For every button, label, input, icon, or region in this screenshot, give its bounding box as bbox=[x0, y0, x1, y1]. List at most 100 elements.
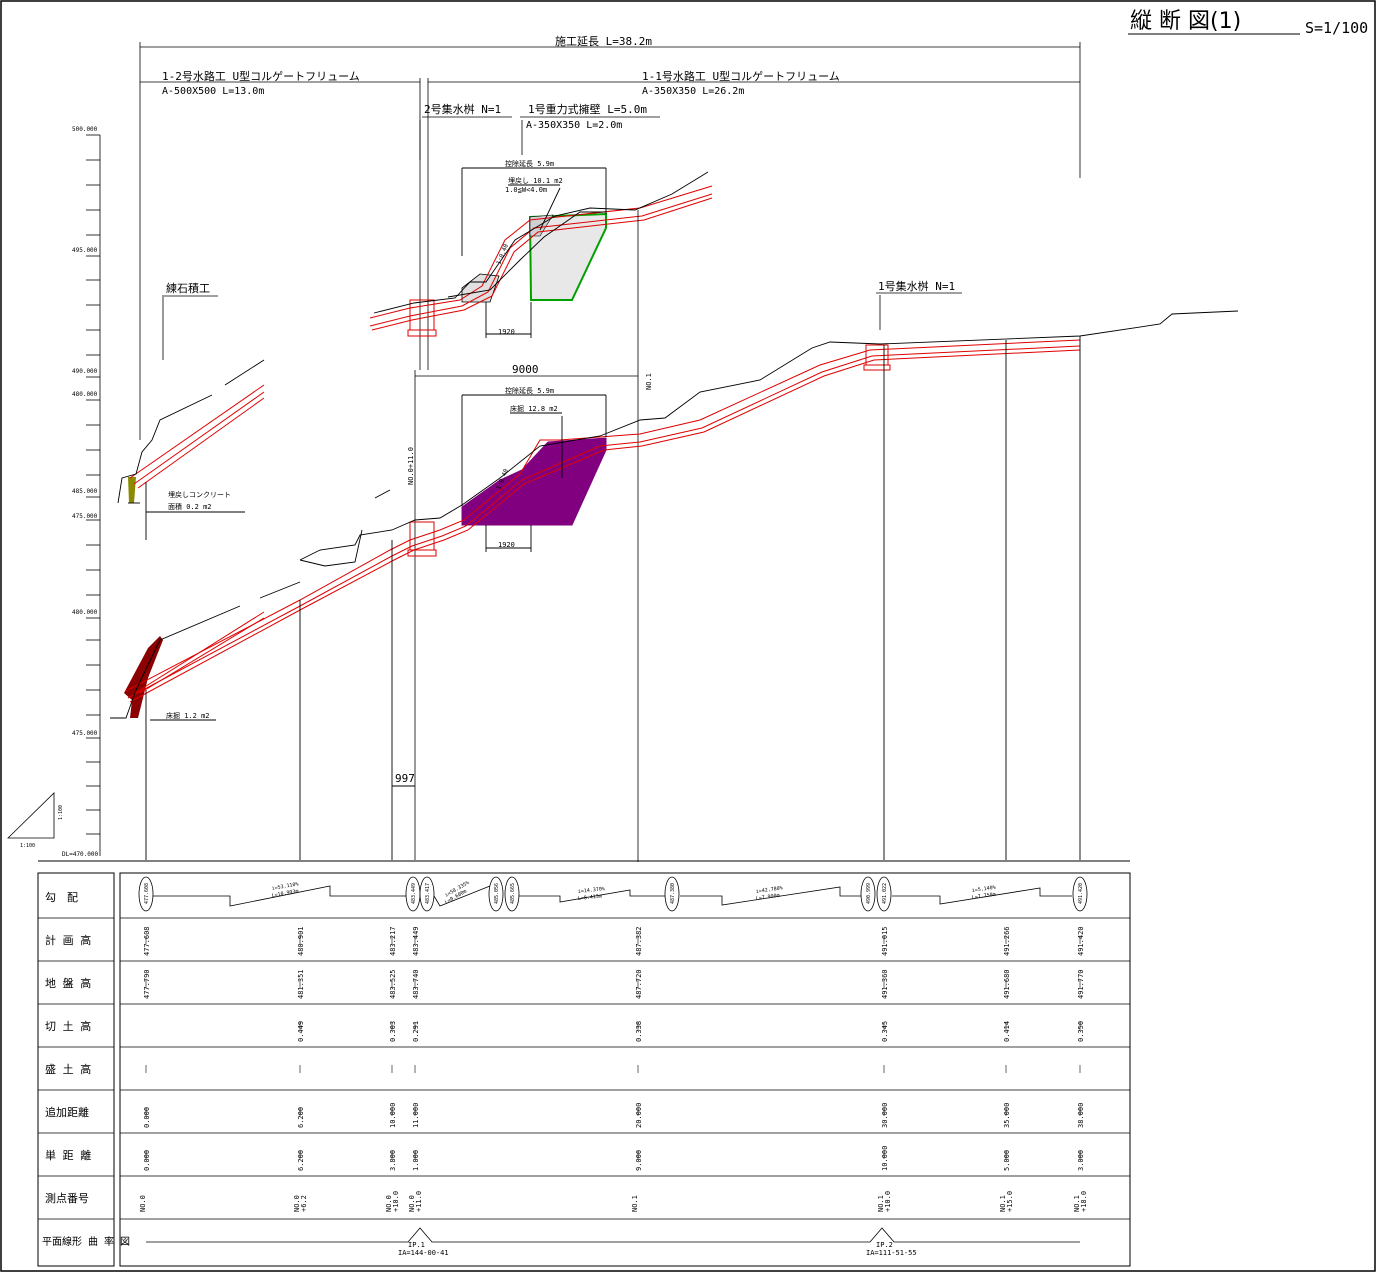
ip1-angle: IA=144-00-41 bbox=[398, 1249, 449, 1257]
station-number-value: NO.0 bbox=[139, 1195, 147, 1212]
excavation-bottom-label: 床掘 1.2 m2 bbox=[166, 711, 210, 720]
excavation-lower-area: 床掘 12.8 m2 bbox=[510, 404, 558, 413]
cumulative-distance-value: 11.000 bbox=[412, 1103, 420, 1128]
cut-height-value: 0.350 bbox=[1077, 1021, 1085, 1042]
retaining-wall-label: 1号重力式擁壁 L=5.0m bbox=[528, 102, 647, 116]
station-no1-vertical: NO.1 bbox=[645, 373, 653, 390]
gradient-elevation-value: 485.665 bbox=[510, 883, 516, 904]
ground-height-value: 477.790 bbox=[143, 969, 151, 999]
cumulative-distance-value: 6.200 bbox=[297, 1107, 305, 1128]
gradient-i: i=5.140% bbox=[971, 885, 996, 894]
removal-lower: 控除延長 5.9m bbox=[505, 386, 554, 395]
ground-height-value: 491.680 bbox=[1003, 969, 1011, 999]
gradient-elevation-ellipse bbox=[488, 876, 504, 912]
ratio-horizontal: 1:100 bbox=[20, 843, 35, 849]
single-distance-value: 5.000 bbox=[1003, 1150, 1011, 1171]
dim-9000: 9000 bbox=[512, 363, 539, 376]
gradient-L: L=7.990m bbox=[755, 893, 780, 902]
ground-height-value: 481.351 bbox=[297, 969, 305, 999]
backfill-concrete-label: 埋戻しコンクリート bbox=[168, 490, 231, 499]
plan-height-value: 480.901 bbox=[297, 926, 305, 956]
row-label-gradient: 勾 配 bbox=[45, 891, 78, 904]
channel-1-1-label: 1-1号水路工 U型コルゲートフリューム bbox=[642, 69, 840, 83]
cut-height-value: 0.303 bbox=[389, 1021, 397, 1042]
station-offset-value: +10.0 bbox=[884, 1191, 892, 1212]
gradient-elevation-value: 483.417 bbox=[425, 883, 431, 904]
channel-1-2-label: 1-2号水路工 U型コルゲートフリューム bbox=[162, 69, 360, 83]
gradient-elevation-value: 491.420 bbox=[1078, 883, 1084, 904]
elev-label: 500.000 bbox=[72, 126, 98, 133]
station-number-value: NO.1 bbox=[1073, 1195, 1081, 1212]
cut-height-value: 0.291 bbox=[412, 1021, 420, 1042]
gradient-elevation-value: 487.380 bbox=[670, 883, 676, 904]
plan-height-value: 491.266 bbox=[1003, 926, 1011, 956]
cumulative-distance-value: 20.000 bbox=[635, 1103, 643, 1128]
gradient-elevation-ellipse bbox=[860, 876, 876, 912]
cut-height-value: 0.338 bbox=[635, 1021, 643, 1042]
backfill-upper-area: 埋戻し 10.1 m2 bbox=[508, 176, 563, 185]
channel-1-2-spec: A-500X500 L=13.0m bbox=[162, 86, 264, 97]
ip2-angle: IA=111-51-55 bbox=[866, 1249, 917, 1257]
curvature-row: IP.1 IA=144-00-41 IP.2 IA=111-51-55 bbox=[146, 1227, 1080, 1257]
single-distance-value: 3.000 bbox=[1077, 1150, 1085, 1171]
single-distance-value: 6.200 bbox=[297, 1150, 305, 1171]
row-label-single: 単 距 離 bbox=[45, 1148, 91, 1162]
gradient-elevation-ellipse bbox=[419, 876, 435, 912]
gradient-L: L=8.413m bbox=[578, 894, 603, 902]
cut-height-value: 0.414 bbox=[1003, 1021, 1011, 1042]
station-number-value: NO.1 bbox=[999, 1195, 1007, 1212]
station-no0-vertical: NO.0+11.0 bbox=[407, 447, 415, 485]
elevation-labels: 500.000 495.000 490.000 480.000 485.000 … bbox=[62, 126, 99, 858]
ground-height-value: 491.770 bbox=[1077, 969, 1085, 999]
ground-height-value: 487.720 bbox=[635, 969, 643, 999]
profile-table: 勾 配 計 画 高 地 盤 高 切 土 高 盛 土 高 追加距離 単 距 離 測… bbox=[37, 872, 1131, 1267]
backfill-upper-width: 1.0≦W<4.0m bbox=[505, 186, 547, 194]
dimension-lines bbox=[139, 42, 1081, 440]
row-label-alignment: 平面線形 曲 率 図 bbox=[42, 1235, 130, 1248]
elev-label: 485.000 bbox=[72, 488, 98, 495]
row-label-ground-height: 地 盤 高 bbox=[45, 976, 91, 990]
gradient-elevation-ellipse bbox=[664, 876, 680, 912]
ip1-name: IP.1 bbox=[408, 1241, 425, 1249]
elev-label: 480.000 bbox=[72, 609, 98, 616]
gradient-elevation-value: 485.056 bbox=[494, 883, 500, 904]
elev-label: 480.000 bbox=[72, 391, 98, 398]
gradient-i: i=42.780% bbox=[755, 885, 783, 895]
elev-label: 475.000 bbox=[72, 730, 98, 737]
plan-height-value: 483.449 bbox=[412, 926, 420, 956]
row-label-cumulative: 追加距離 bbox=[45, 1105, 89, 1119]
cumulative-distance-value: 38.000 bbox=[1077, 1103, 1085, 1128]
elev-label: 475.000 bbox=[72, 513, 98, 520]
drawing-title: 縦 断 図(1) S=1/100 bbox=[1128, 9, 1368, 37]
row-label-station: 測点番号 bbox=[45, 1191, 89, 1205]
station-offset-value: +6.2 bbox=[300, 1195, 308, 1212]
masonry-label: 練石積工 bbox=[166, 281, 210, 295]
ground-height-value: 483.740 bbox=[412, 969, 420, 999]
single-distance-value: 3.800 bbox=[389, 1150, 397, 1171]
ratio-vertical: 1:100 bbox=[58, 805, 64, 820]
upper-detail: 控除延長 5.9m 埋戻し 10.1 m2 1.0≦W<4.0m 1:0.40 … bbox=[369, 159, 713, 338]
station-number-value: NO.0 bbox=[408, 1195, 416, 1212]
catch-basin-1-label: 1号集水桝 N=1 bbox=[878, 279, 955, 293]
station-number-value: NO.1 bbox=[631, 1195, 639, 1212]
excavation-area bbox=[461, 437, 607, 526]
row-label-plan-height: 計 画 高 bbox=[45, 933, 91, 947]
total-extension-label: 施工延長 L=38.2m bbox=[555, 35, 652, 48]
masonry-wall bbox=[124, 636, 163, 718]
gradient-elevation-ellipse bbox=[1072, 876, 1088, 912]
backfill-hatch-small bbox=[461, 273, 500, 303]
single-distance-value: 0.000 bbox=[143, 1150, 151, 1171]
gradient-elevation-value: 491.022 bbox=[882, 883, 888, 904]
backfill-concrete bbox=[128, 477, 136, 503]
cut-height-value: 0.449 bbox=[297, 1021, 305, 1042]
gradient-i: i=14.370% bbox=[578, 886, 606, 895]
plan-height-value: 483.217 bbox=[389, 926, 397, 956]
cumulative-distance-value: 30.000 bbox=[881, 1103, 889, 1128]
elevation-scale bbox=[86, 134, 101, 856]
station-offset-value: +15.0 bbox=[1006, 1191, 1014, 1212]
station-number-value: NO.1 bbox=[877, 1195, 885, 1212]
retaining-wall-spec: A-350X350 L=2.0m bbox=[526, 120, 622, 131]
gradient-L: L=7.750m bbox=[971, 892, 996, 901]
